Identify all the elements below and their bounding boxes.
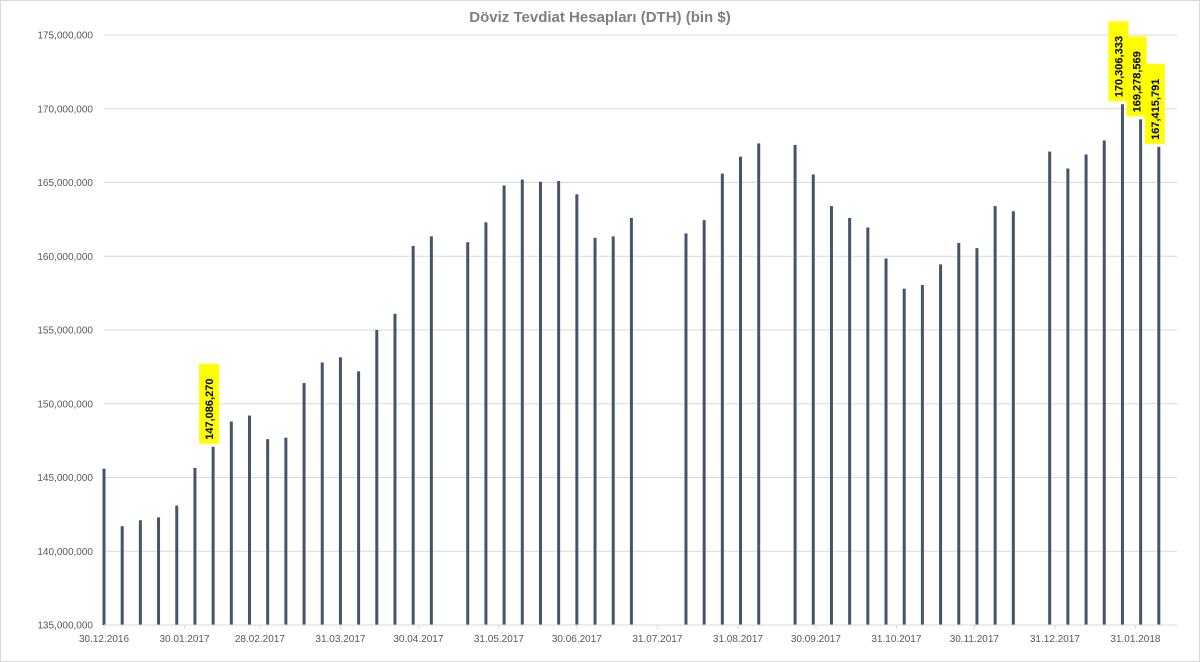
x-tick-label: 31.05.2017 — [474, 634, 524, 645]
bar — [375, 330, 379, 625]
bar — [939, 264, 943, 625]
data-label: 170,306,333 — [1108, 21, 1129, 102]
y-tick-label: 145,000,000 — [37, 473, 93, 484]
y-axis: 135,000,000 140,000,000 145,000,000 150,000… — [37, 31, 93, 632]
bar — [757, 143, 761, 625]
y-tick-label: 165,000,000 — [37, 178, 93, 189]
data-label: 169,278,569 — [1126, 36, 1147, 117]
bar — [1048, 151, 1052, 625]
bar — [357, 371, 361, 625]
x-tick-label: 30.06.2017 — [552, 634, 602, 645]
x-axis: 30.12.2016 30.01.2017 28.02.2017 31.03.2017… — [79, 624, 1177, 645]
x-tick-label: 30.11.2017 — [950, 634, 1000, 645]
x-tick-label: 28.02.2017 — [235, 634, 285, 645]
bar — [411, 245, 415, 626]
bar — [811, 174, 815, 625]
y-tick-label: 155,000,000 — [37, 326, 93, 337]
bar — [466, 242, 470, 626]
bar — [502, 185, 506, 625]
bar — [102, 468, 106, 625]
bar-series — [102, 104, 1161, 626]
data-label-text: 167,415,791 — [1150, 79, 1162, 140]
bar — [1120, 104, 1124, 626]
y-tick-label: 160,000,000 — [37, 252, 93, 263]
bar — [520, 179, 524, 626]
y-tick-label: 170,000,000 — [37, 104, 93, 115]
bar — [920, 285, 924, 625]
bar — [866, 227, 870, 626]
bar — [902, 288, 906, 625]
bar — [1102, 140, 1106, 625]
data-label: 147,086,270 — [199, 363, 220, 444]
bar — [957, 242, 961, 625]
y-tick-label: 175,000,000 — [37, 31, 93, 42]
bar — [393, 313, 397, 625]
bar — [175, 505, 179, 625]
bar — [320, 362, 324, 625]
bar — [1084, 154, 1088, 625]
data-label-text: 169,278,569 — [1132, 51, 1144, 112]
x-tick-label: 31.07.2017 — [632, 634, 682, 645]
x-tick-label: 30.09.2017 — [791, 634, 841, 645]
bar — [138, 520, 142, 625]
data-label-background — [1144, 63, 1165, 144]
x-tick-label: 30.12.2016 — [79, 634, 129, 645]
bar — [720, 173, 724, 625]
gridlines — [104, 34, 1177, 626]
bar — [611, 236, 615, 625]
data-label-text: 147,086,270 — [204, 379, 216, 440]
data-label: 167,415,791 — [1144, 63, 1165, 144]
bar — [193, 467, 197, 625]
chart-title: Döviz Tevdiat Hesapları (DTH) (bin $) — [469, 9, 731, 26]
bar — [302, 383, 306, 625]
data-label-text: 170,306,333 — [1113, 36, 1125, 97]
bar — [702, 220, 706, 626]
y-tick-label: 150,000,000 — [37, 399, 93, 410]
x-tick-label: 30.01.2017 — [160, 634, 210, 645]
y-tick-label: 135,000,000 — [37, 621, 93, 632]
data-label-background — [199, 363, 220, 444]
bar — [157, 517, 161, 625]
bar — [229, 421, 233, 625]
x-tick-label: 31.12.2017 — [1030, 634, 1080, 645]
x-tick-label: 30.04.2017 — [393, 634, 443, 645]
bar — [1157, 146, 1161, 626]
bar — [1139, 119, 1143, 625]
bar — [593, 237, 597, 625]
bar — [575, 194, 579, 626]
bar — [1011, 211, 1015, 625]
data-label-background — [1126, 36, 1147, 117]
bar — [429, 236, 433, 625]
bar — [829, 206, 833, 625]
data-label-background — [1108, 21, 1129, 102]
bar — [266, 439, 270, 625]
bar — [739, 156, 743, 625]
bar — [557, 181, 561, 625]
bar — [1066, 168, 1070, 626]
x-tick-label: 31.03.2017 — [315, 634, 365, 645]
bar — [848, 217, 852, 625]
bar — [629, 217, 633, 625]
bar — [538, 181, 542, 625]
bar — [247, 415, 251, 625]
data-labels: 147,086,270 170,306,333 169,278,569 167,415… — [199, 21, 1165, 444]
bar — [684, 233, 688, 625]
bar — [484, 222, 488, 625]
bar — [793, 144, 797, 625]
bar — [975, 248, 979, 625]
bar — [338, 357, 342, 625]
bar — [284, 437, 288, 625]
x-tick-label: 31.01.2018 — [1110, 634, 1160, 645]
bar — [993, 206, 997, 625]
x-tick-label: 31.08.2017 — [713, 634, 763, 645]
bar — [884, 258, 888, 625]
bar — [120, 526, 124, 625]
bar — [211, 446, 215, 625]
y-tick-label: 140,000,000 — [37, 547, 93, 558]
x-tick-label: 31.10.2017 — [871, 634, 921, 645]
